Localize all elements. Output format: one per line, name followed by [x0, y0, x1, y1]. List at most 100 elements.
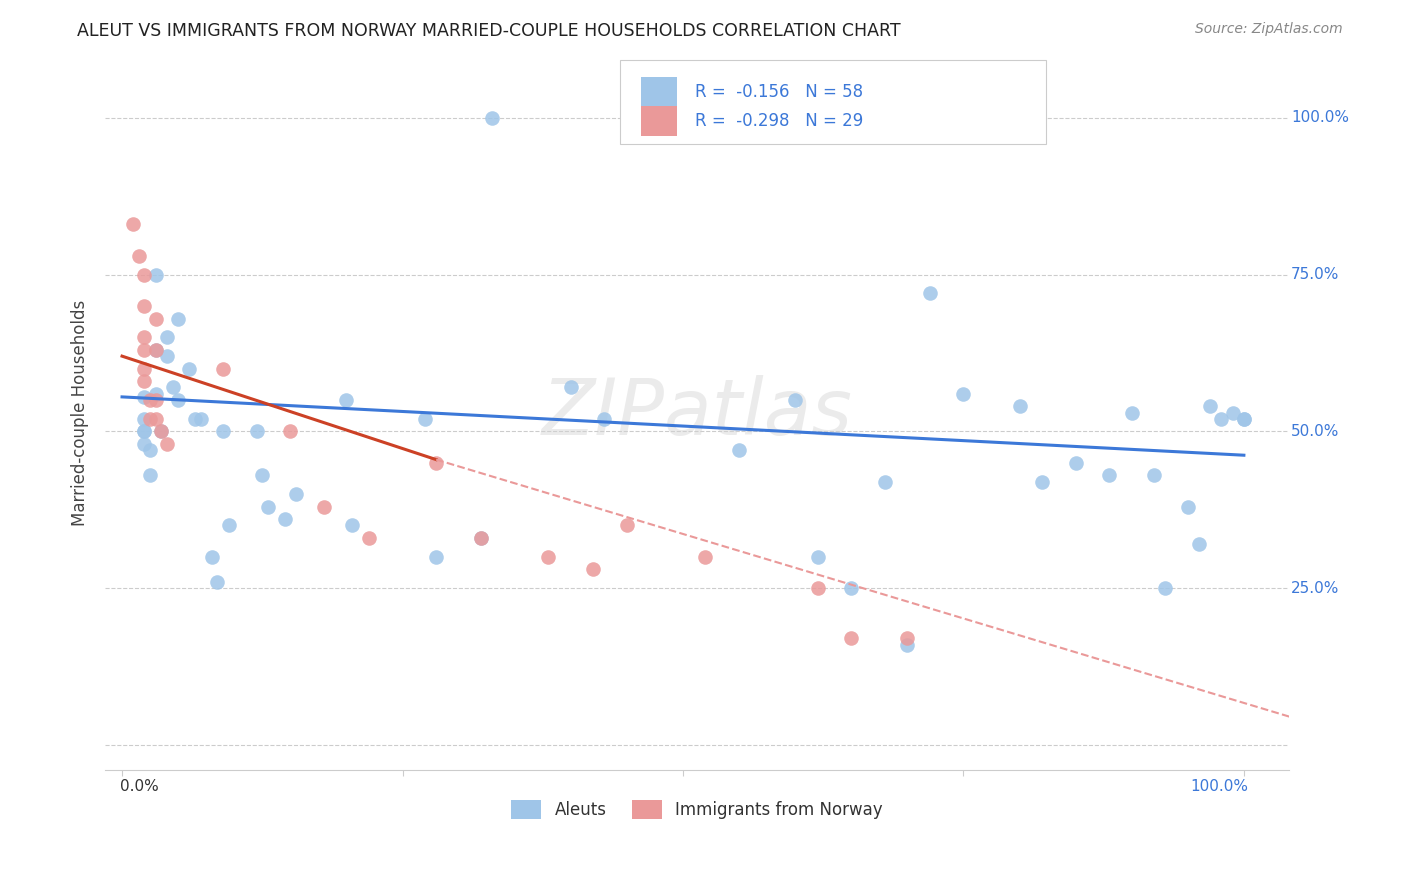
Point	[284, 487, 307, 501]
Point	[179, 361, 201, 376]
Point	[806, 581, 828, 595]
Point	[139, 468, 162, 483]
Point	[122, 218, 145, 232]
Point	[156, 437, 179, 451]
Point	[150, 425, 173, 439]
Point	[1233, 412, 1256, 426]
Text: 50.0%: 50.0%	[1291, 424, 1340, 439]
Text: ZIPatlas: ZIPatlas	[541, 375, 852, 450]
Point	[560, 380, 582, 394]
Point	[839, 581, 862, 595]
Point	[357, 531, 380, 545]
Point	[156, 349, 179, 363]
Point	[1188, 537, 1211, 551]
Point	[201, 549, 224, 564]
Point	[162, 380, 184, 394]
Point	[207, 574, 229, 589]
Point	[1222, 406, 1244, 420]
Point	[134, 299, 156, 313]
Point	[873, 475, 896, 489]
Point	[156, 330, 179, 344]
Point	[616, 518, 638, 533]
Text: 100.0%: 100.0%	[1291, 111, 1348, 126]
Point	[335, 392, 357, 407]
Point	[246, 425, 269, 439]
Point	[481, 111, 503, 125]
Point	[257, 500, 280, 514]
Point	[952, 386, 974, 401]
Point	[806, 549, 828, 564]
Point	[128, 249, 150, 263]
Point	[134, 425, 156, 439]
Point	[184, 412, 207, 426]
Point	[134, 268, 156, 282]
Y-axis label: Married-couple Households: Married-couple Households	[72, 300, 89, 525]
Legend: Aleuts, Immigrants from Norway: Aleuts, Immigrants from Norway	[505, 793, 890, 826]
Point	[134, 374, 156, 388]
Bar	[641, 78, 676, 107]
Point	[145, 311, 167, 326]
Point	[278, 425, 301, 439]
Text: R =  -0.156   N = 58: R = -0.156 N = 58	[695, 83, 863, 101]
Point	[139, 412, 162, 426]
Point	[1211, 412, 1233, 426]
Point	[1199, 399, 1222, 413]
Text: R =  -0.298   N = 29: R = -0.298 N = 29	[695, 112, 863, 130]
Point	[1031, 475, 1053, 489]
Point	[470, 531, 492, 545]
Text: ALEUT VS IMMIGRANTS FROM NORWAY MARRIED-COUPLE HOUSEHOLDS CORRELATION CHART: ALEUT VS IMMIGRANTS FROM NORWAY MARRIED-…	[77, 22, 901, 40]
Point	[582, 562, 605, 576]
Point	[839, 632, 862, 646]
Point	[785, 392, 807, 407]
Point	[312, 500, 335, 514]
Bar	[620, 60, 1046, 145]
Point	[212, 425, 235, 439]
Point	[134, 330, 156, 344]
Point	[145, 343, 167, 357]
Point	[425, 549, 447, 564]
Point	[695, 549, 717, 564]
Point	[896, 638, 918, 652]
Point	[1177, 500, 1199, 514]
Text: 100.0%: 100.0%	[1191, 780, 1249, 795]
Point	[340, 518, 363, 533]
Point	[1098, 468, 1121, 483]
Point	[1143, 468, 1166, 483]
Text: 0.0%: 0.0%	[120, 780, 159, 795]
Point	[1154, 581, 1177, 595]
Point	[252, 468, 274, 483]
Point	[1121, 406, 1143, 420]
Point	[134, 343, 156, 357]
Point	[918, 286, 941, 301]
Point	[145, 386, 167, 401]
Point	[145, 412, 167, 426]
Point	[134, 412, 156, 426]
Point	[167, 311, 190, 326]
Point	[593, 412, 616, 426]
Point	[139, 443, 162, 458]
Point	[134, 437, 156, 451]
Point	[134, 425, 156, 439]
Point	[218, 518, 240, 533]
Point	[145, 392, 167, 407]
Point	[190, 412, 212, 426]
Text: 75.0%: 75.0%	[1291, 267, 1340, 282]
Bar	[641, 106, 676, 136]
Point	[896, 632, 918, 646]
Point	[1064, 456, 1087, 470]
Point	[470, 531, 492, 545]
Point	[425, 456, 447, 470]
Point	[150, 425, 173, 439]
Point	[728, 443, 751, 458]
Point	[1008, 399, 1031, 413]
Text: Source: ZipAtlas.com: Source: ZipAtlas.com	[1195, 22, 1343, 37]
Text: 25.0%: 25.0%	[1291, 581, 1340, 596]
Point	[413, 412, 436, 426]
Point	[145, 268, 167, 282]
Point	[1233, 412, 1256, 426]
Point	[145, 343, 167, 357]
Point	[134, 390, 156, 404]
Point	[273, 512, 295, 526]
Point	[212, 361, 235, 376]
Point	[537, 549, 560, 564]
